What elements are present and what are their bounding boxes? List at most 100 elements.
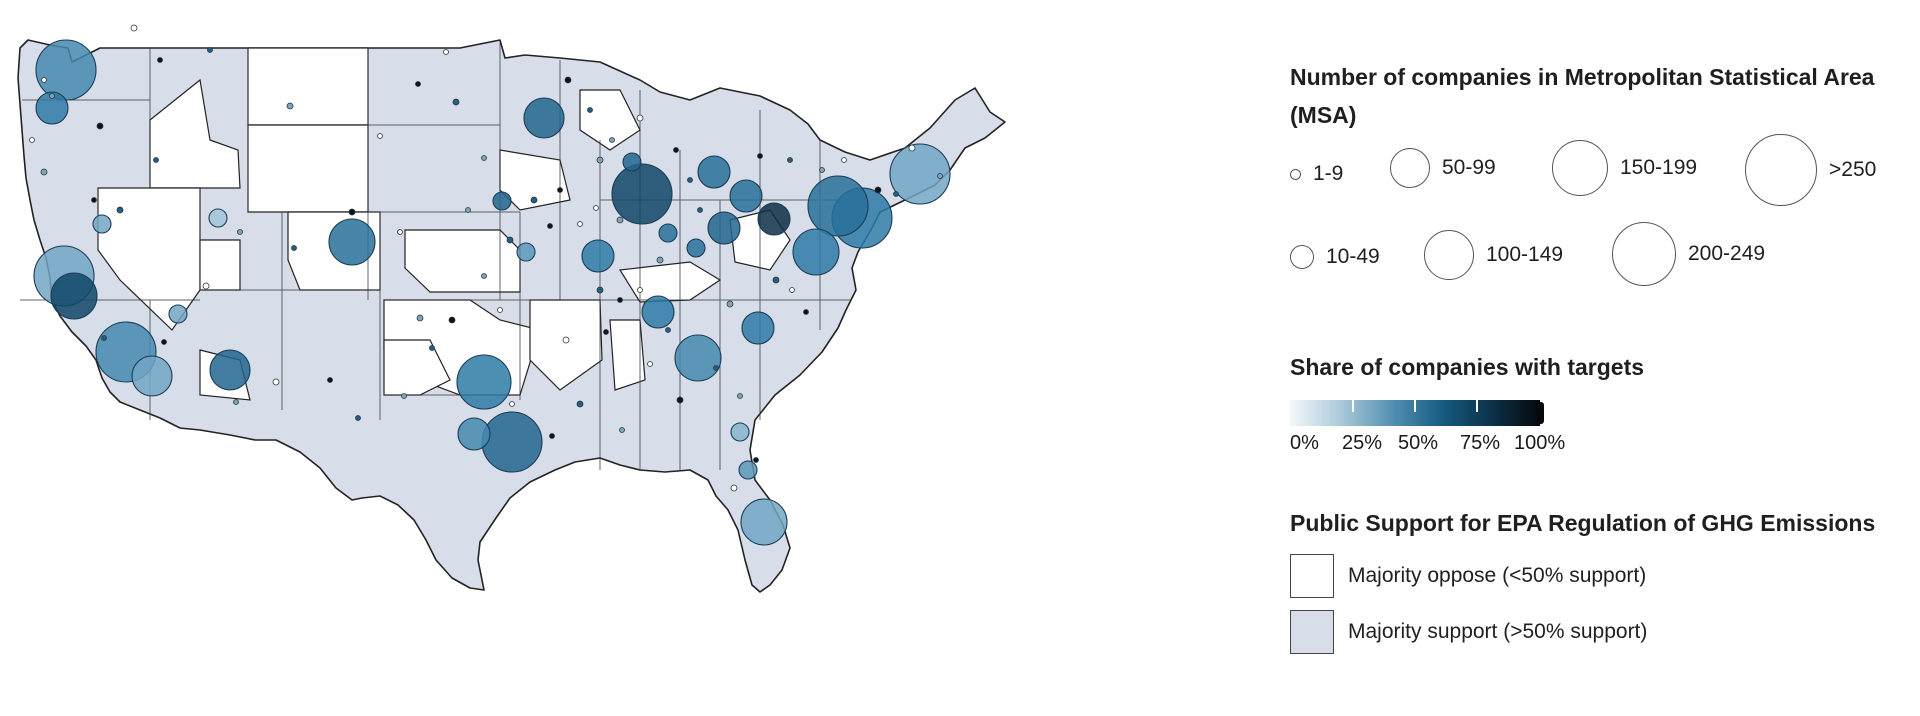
msa-bubble-austin [457, 417, 491, 451]
msa-small-dot [237, 229, 243, 235]
msa-small-dot [549, 433, 555, 439]
msa-small-dot [787, 157, 793, 163]
msa-small-dot [443, 49, 449, 55]
msa-small-dot [481, 273, 487, 279]
msa-small-dot [908, 144, 916, 152]
msa-small-dot [153, 157, 159, 163]
msa-bubble-cincinnati [686, 238, 706, 258]
msa-bubble-atlanta [674, 334, 722, 382]
legend: Number of companies in Metropolitan Stat… [1290, 58, 1900, 654]
msa-small-dot [416, 314, 424, 322]
msa-small-dot [506, 236, 514, 244]
msa-small-dot [327, 377, 333, 383]
msa-small-dot [452, 98, 460, 106]
oppose-region-utah-west [199, 239, 241, 291]
msa-bubble-st-louis [581, 239, 615, 273]
msa-small-dot [130, 24, 138, 32]
msa-small-dot [348, 208, 356, 216]
size-label: 150-199 [1620, 156, 1698, 179]
msa-small-dot [465, 207, 471, 213]
msa-small-dot [636, 114, 644, 122]
msa-small-dot [401, 393, 407, 399]
msa-small-dot [415, 81, 421, 87]
msa-bubble-sacramento [92, 214, 112, 234]
size-label: >250 [1829, 158, 1877, 181]
gradient-tick [1476, 400, 1478, 412]
size-circle-10-49-icon [1290, 245, 1314, 269]
size-circle-gt250-icon [1745, 134, 1817, 206]
support-legend-title: Public Support for EPA Regulation of GHG… [1290, 510, 1876, 536]
gradient-cap [1536, 402, 1544, 424]
msa-small-dot [40, 168, 48, 176]
msa-small-dot [609, 137, 615, 143]
msa-bubble-omaha [492, 191, 512, 211]
size-label: 50-99 [1442, 156, 1496, 179]
support-legend: Public Support for EPA Regulation of GHG… [1290, 504, 1900, 654]
oppose-swatch [1290, 554, 1334, 598]
share-gradient-bar [1290, 400, 1544, 426]
support-item-oppose: Majority oppose (<50% support) [1290, 554, 1900, 598]
share-tick-label: 50% [1398, 432, 1439, 454]
msa-small-dot [101, 335, 107, 341]
msa-small-dot [841, 157, 847, 163]
support-item-label: Majority support (>50% support) [1348, 620, 1648, 643]
support-item-label: Majority oppose (<50% support) [1348, 564, 1647, 587]
gradient-tick [1414, 400, 1416, 412]
size-circle-200-249-icon [1612, 222, 1676, 286]
msa-small-dot [564, 76, 572, 84]
msa-bubble-seattle [35, 39, 97, 101]
msa-small-dot [91, 197, 97, 203]
size-circle-1-9-icon [1290, 168, 1301, 180]
msa-bubble-portland [35, 91, 69, 125]
size-label: 10-49 [1326, 245, 1380, 268]
size-circle-50-99-icon [1390, 148, 1430, 188]
msa-small-dot [202, 282, 210, 290]
msa-small-dot [286, 102, 294, 110]
msa-bubble-milwaukee [622, 152, 642, 172]
msa-small-dot [757, 153, 763, 159]
oppose-region-wyoming [247, 124, 369, 213]
msa-small-dot [893, 191, 899, 197]
msa-bubble-charlotte [741, 311, 775, 345]
msa-bubble-salt-lake-city [208, 208, 228, 228]
msa-bubble-phoenix [209, 349, 251, 391]
map-area [17, 24, 1006, 593]
msa-small-dot [291, 245, 297, 251]
msa-small-dot [737, 393, 743, 399]
msa-small-dot [616, 216, 624, 224]
size-label: 1-9 [1313, 162, 1344, 185]
size-item-200-249: 200-249 [1612, 222, 1765, 286]
oppose-region-kansas [404, 229, 521, 293]
msa-small-dot [509, 401, 515, 407]
share-tick-label: 100% [1514, 432, 1566, 454]
msa-small-dot [587, 107, 593, 113]
msa-small-dot [637, 287, 643, 293]
msa-small-dot [481, 155, 487, 161]
oppose-region-wisconsin [579, 89, 641, 151]
msa-bubble-columbus [707, 211, 741, 245]
usa-map [17, 24, 1006, 593]
msa-small-dot [29, 137, 35, 143]
msa-small-dot [937, 173, 943, 179]
msa-bubble-indianapolis [658, 223, 678, 243]
msa-bubble-san-diego [131, 355, 173, 397]
share-tick-labels: 0% 25% 50% 75% 100% [1290, 432, 1900, 460]
msa-small-dot [448, 316, 456, 324]
msa-small-dot [596, 156, 604, 164]
msa-small-dot [116, 206, 124, 214]
msa-small-dot [577, 221, 583, 227]
msa-small-dot [673, 147, 679, 153]
msa-bubble-boston [889, 143, 951, 205]
msa-small-dot [753, 457, 759, 463]
size-label: 100-149 [1486, 243, 1564, 266]
size-item-150-199: 150-199 [1552, 140, 1697, 196]
oppose-region-kentucky [618, 261, 722, 303]
support-item-support: Majority support (>50% support) [1290, 610, 1900, 654]
msa-bubble-minneapolis [523, 97, 565, 139]
msa-small-dot [157, 57, 163, 63]
msa-bubble-tampa [730, 422, 750, 442]
msa-small-dot [697, 207, 703, 213]
msa-bubble-orlando [738, 460, 758, 480]
msa-small-dot [730, 484, 738, 492]
msa-small-dot [619, 427, 625, 433]
